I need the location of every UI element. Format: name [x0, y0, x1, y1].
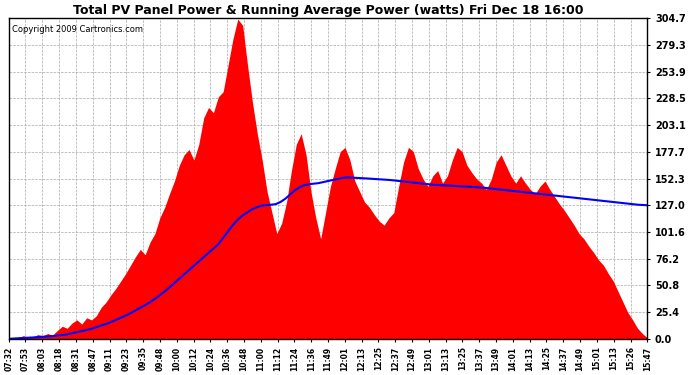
Title: Total PV Panel Power & Running Average Power (watts) Fri Dec 18 16:00: Total PV Panel Power & Running Average P…	[72, 4, 583, 17]
Text: Copyright 2009 Cartronics.com: Copyright 2009 Cartronics.com	[12, 25, 143, 34]
